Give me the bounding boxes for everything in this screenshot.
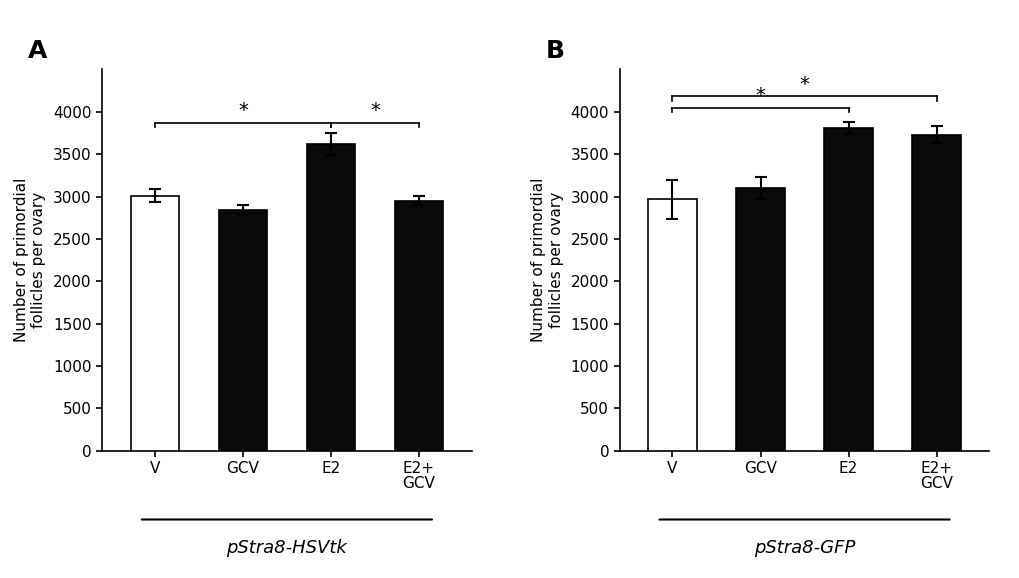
Text: A: A (29, 39, 47, 63)
Text: *: * (237, 101, 248, 120)
Bar (130, 196, 179, 451)
Bar (648, 199, 696, 451)
Y-axis label: Number of primordial
follicles per ovary: Number of primordial follicles per ovary (531, 178, 564, 342)
Bar (736, 188, 784, 451)
Bar (823, 128, 872, 451)
Y-axis label: Number of primordial
follicles per ovary: Number of primordial follicles per ovary (13, 178, 46, 342)
Text: pStra8-GFP: pStra8-GFP (753, 539, 854, 557)
Bar (911, 135, 960, 451)
Bar (307, 144, 355, 451)
Text: *: * (370, 101, 379, 120)
Text: B: B (545, 39, 565, 63)
Bar (218, 210, 267, 451)
Bar (394, 201, 442, 451)
Text: *: * (799, 75, 809, 94)
Text: pStra8-HSVtk: pStra8-HSVtk (226, 539, 346, 557)
Text: *: * (755, 86, 764, 105)
